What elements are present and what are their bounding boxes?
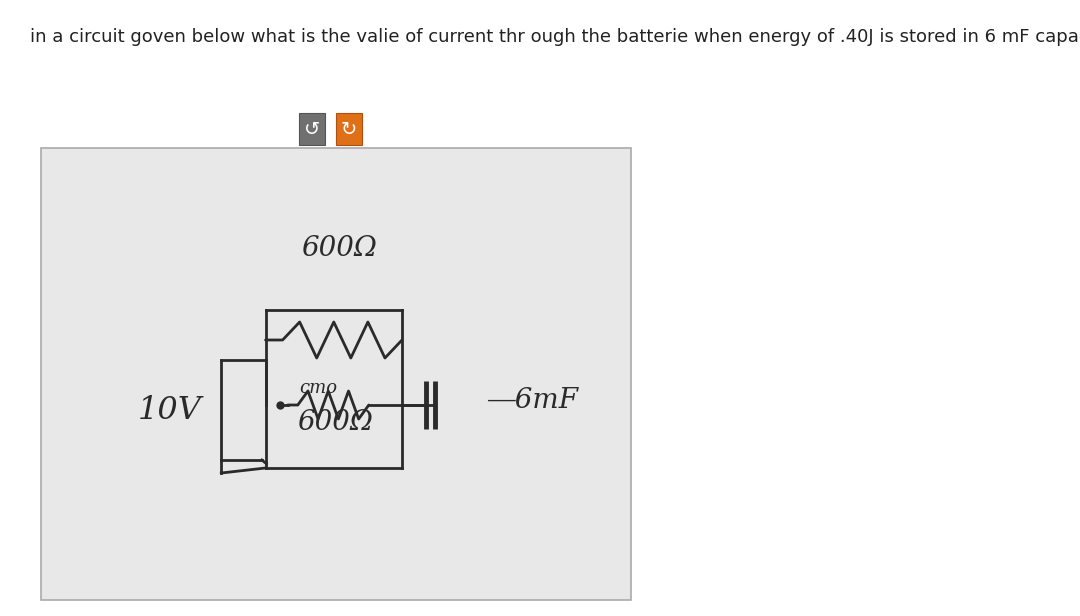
Text: cmo: cmo [299,379,338,397]
Text: ↻: ↻ [340,120,357,139]
Bar [299,113,325,145]
Text: 600Ω: 600Ω [298,408,374,436]
Text: in a circuit goven below what is the valie of current thr ough the batterie when: in a circuit goven below what is the val… [29,28,1080,46]
Bar [336,113,362,145]
Text: ↺: ↺ [303,120,320,139]
Bar [41,148,631,600]
Text: 10V: 10V [138,394,202,426]
Text: ―6mF: ―6mF [487,386,578,413]
Text: 600Ω: 600Ω [301,235,377,262]
